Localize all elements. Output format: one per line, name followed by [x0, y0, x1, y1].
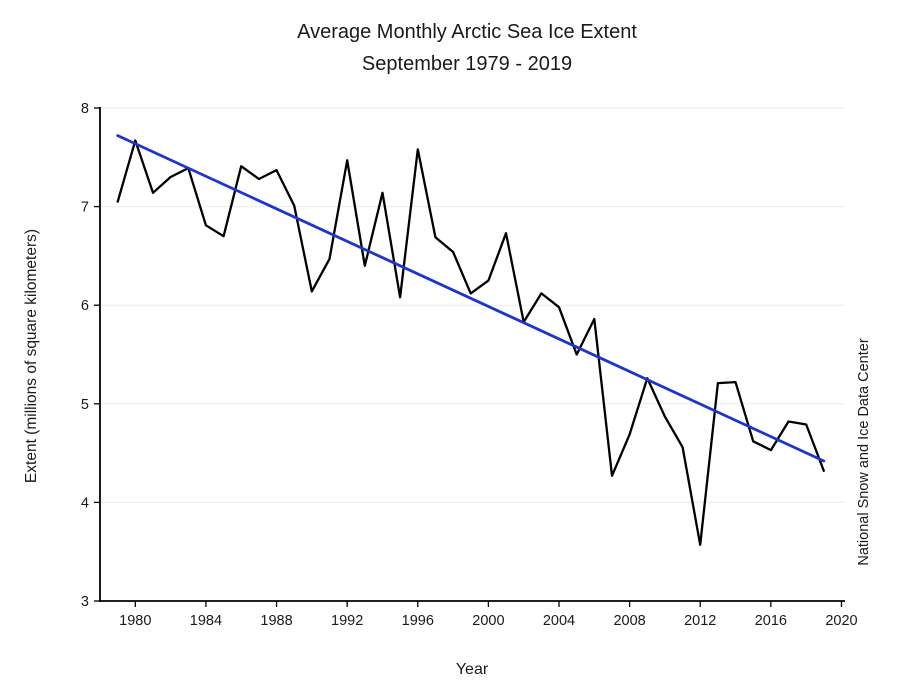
x-tick-label: 2008 — [613, 613, 645, 629]
x-axis-title: Year — [455, 661, 489, 678]
x-tick-label: 2016 — [755, 613, 787, 629]
axes: 1980 1984 1988 1992 1996 2000 2004 2008 2012 2016… — [81, 101, 858, 629]
x-tick-label: 1984 — [190, 613, 222, 629]
y-tick-label: 5 — [81, 397, 89, 413]
x-tick-label: 1992 — [331, 613, 363, 629]
x-tick-label: 1996 — [402, 613, 434, 629]
data-credit: National Snow and Ice Data Center — [856, 338, 872, 566]
x-tick-label: 2004 — [543, 613, 575, 629]
chart-title: Average Monthly Arctic Sea Ice Extent — [297, 21, 637, 43]
y-tick-label: 3 — [81, 594, 89, 610]
y-tick-label: 7 — [81, 200, 89, 216]
extent-data-line — [116, 139, 825, 546]
trend-line — [116, 134, 826, 463]
chart-header: Average Monthly Arctic Sea Ice Extent Se… — [30, 16, 904, 80]
y-tick-label: 8 — [81, 101, 89, 117]
x-tick-label: 2012 — [684, 613, 716, 629]
y-tick-label: 6 — [81, 298, 89, 314]
x-tick-label: 1980 — [119, 613, 151, 629]
x-tick-label: 2020 — [825, 613, 857, 629]
chart-subtitle: September 1979 - 2019 — [361, 53, 573, 75]
x-tick-label: 1988 — [260, 613, 292, 629]
gridlines — [100, 107, 845, 503]
y-tick-label: 4 — [81, 495, 89, 511]
x-tick-label: 2000 — [472, 613, 504, 629]
